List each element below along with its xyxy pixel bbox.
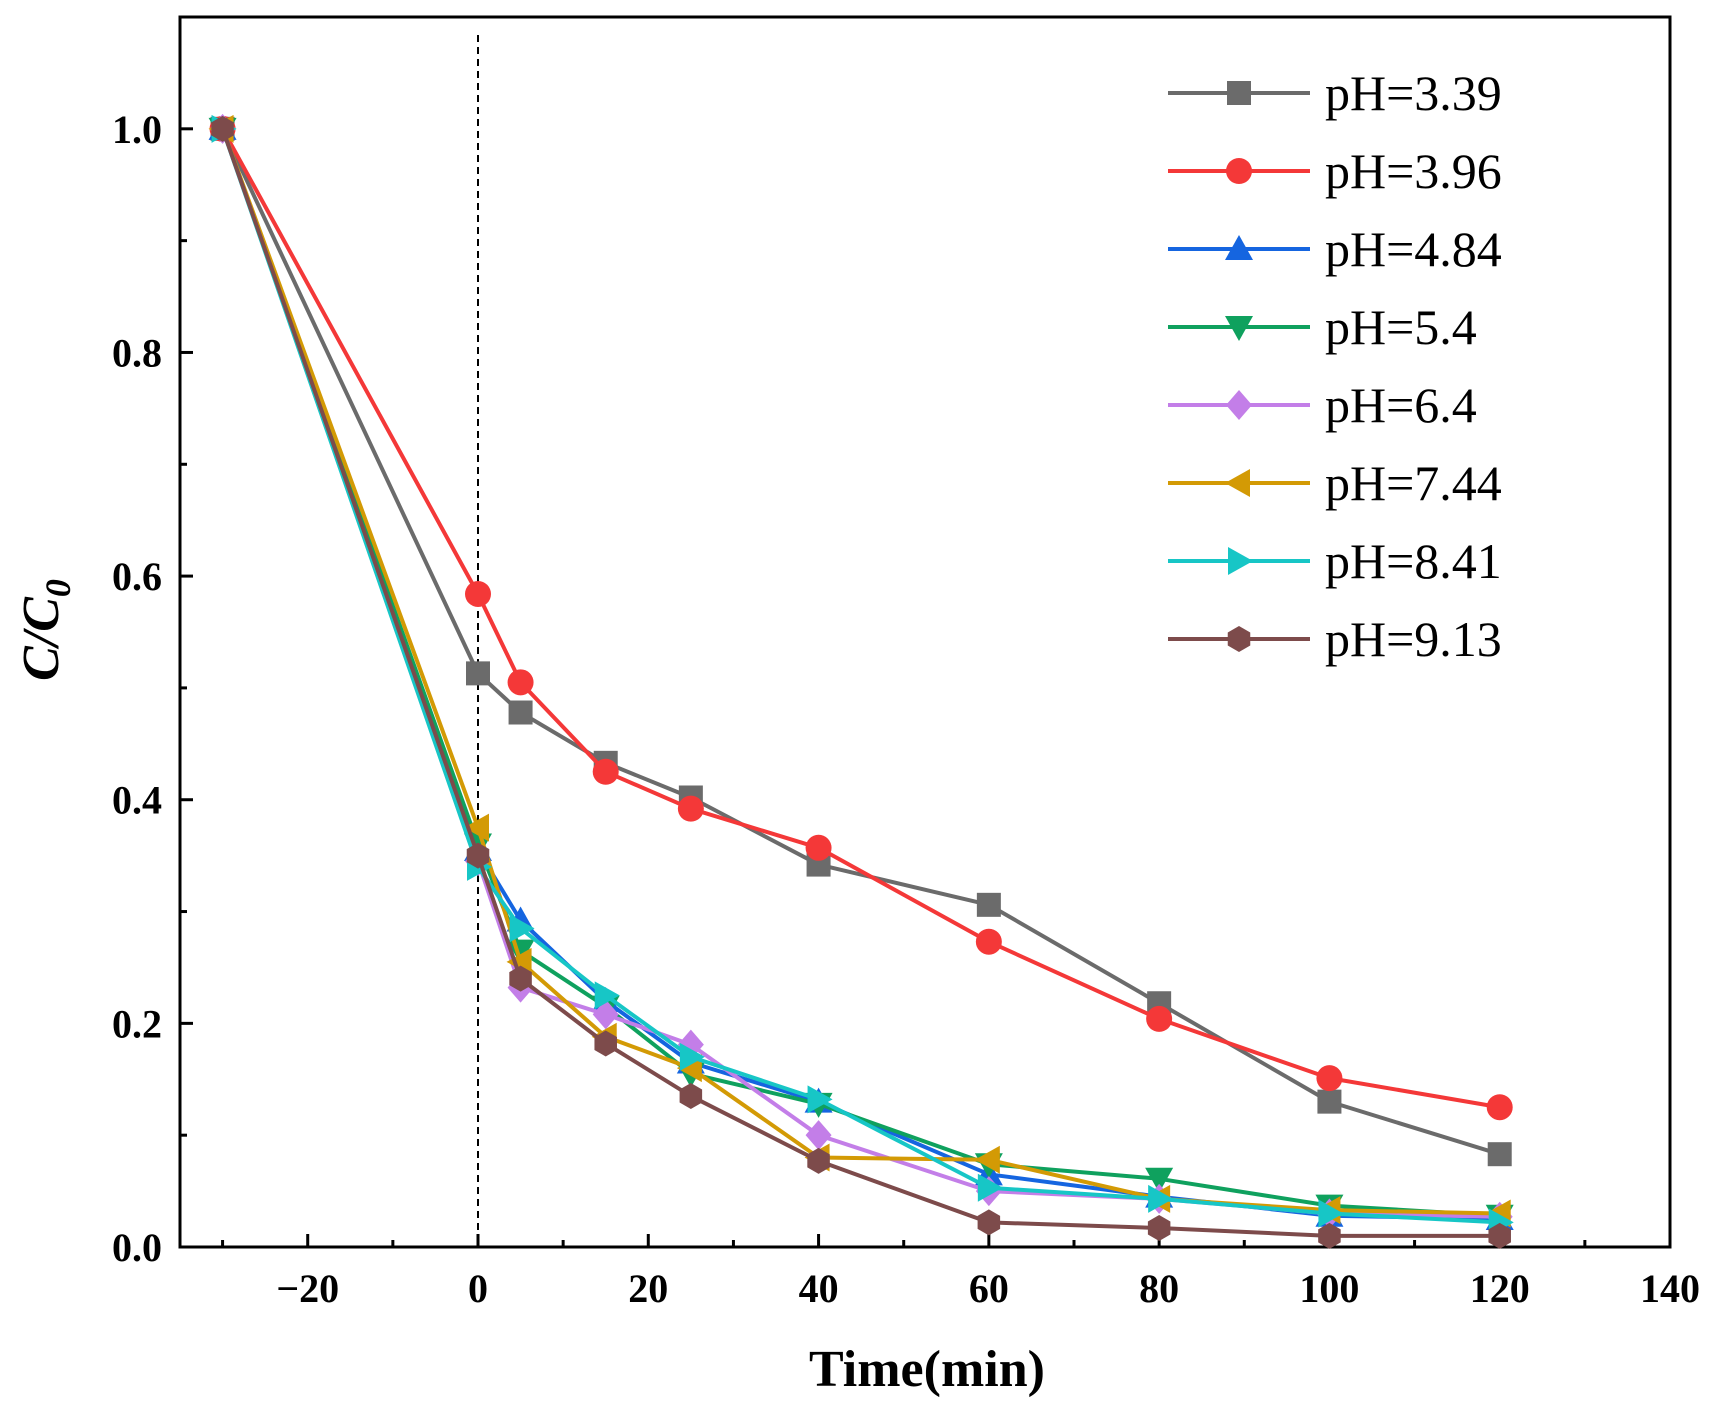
legend-label: pH=8.41 <box>1325 533 1502 589</box>
x-tick-label: 100 <box>1299 1266 1359 1311</box>
data-point <box>594 981 620 1010</box>
legend-item: pH=6.4 <box>1168 377 1477 433</box>
data-point <box>807 1147 830 1174</box>
data-point <box>1146 1005 1173 1032</box>
legend-marker <box>1228 547 1253 575</box>
data-point <box>1318 1199 1344 1228</box>
data-point <box>1145 1167 1174 1193</box>
legend-marker <box>1226 390 1252 420</box>
data-point <box>1487 1142 1512 1167</box>
x-tick-label: 120 <box>1470 1266 1530 1311</box>
data-point <box>509 965 532 992</box>
data-point <box>977 1209 1001 1236</box>
legend-item: pH=8.41 <box>1168 533 1502 589</box>
data-point <box>466 661 490 686</box>
data-point <box>1147 1214 1171 1241</box>
legend-item: pH=3.96 <box>1168 143 1502 199</box>
plot-frame <box>178 15 1672 1249</box>
data-point <box>975 928 1002 955</box>
data-point <box>679 1042 705 1071</box>
data-point <box>508 700 533 725</box>
legend-item: pH=7.44 <box>1168 455 1502 511</box>
y-tick-label: 0.8 <box>112 330 162 375</box>
data-point <box>1148 1184 1174 1213</box>
legend-marker <box>1225 235 1253 260</box>
legend-item: pH=9.13 <box>1168 611 1502 667</box>
data-point <box>974 1145 1000 1174</box>
data-point <box>807 1085 833 1114</box>
legend-item: pH=3.39 <box>1168 65 1502 121</box>
data-point <box>677 795 704 822</box>
data-point <box>1316 1065 1343 1092</box>
legend-marker <box>1227 626 1251 652</box>
data-point <box>1318 1222 1341 1249</box>
x-tick-label: 0 <box>468 1266 488 1311</box>
x-tick-label: 60 <box>969 1266 1009 1311</box>
data-point <box>464 813 489 842</box>
series-pH=6.4 <box>209 113 1513 1232</box>
series-pH=5.4 <box>208 117 1514 1230</box>
series-layer <box>208 113 1514 1249</box>
legend-marker <box>1226 158 1252 184</box>
y-tick-label: 1.0 <box>112 107 162 152</box>
x-tick-label: 80 <box>1139 1266 1179 1311</box>
legend-marker <box>1227 81 1251 105</box>
series-pH=3.96 <box>209 115 1513 1121</box>
data-point <box>507 669 534 696</box>
plot-border <box>178 15 1672 1249</box>
x-tick-label: 140 <box>1640 1266 1700 1311</box>
legend-marker <box>1225 316 1253 341</box>
data-point <box>509 914 535 943</box>
data-point <box>465 580 491 607</box>
axis-ticks: −20 0 20 40 60 80 100 120 140 0.0 0.2 0.4 0.6 0.8 1.0 <box>112 107 1700 1311</box>
x-tick-label: −20 <box>276 1266 339 1311</box>
data-point <box>805 834 832 861</box>
series-line <box>220 128 1500 1225</box>
data-point <box>977 1173 1003 1202</box>
data-point <box>592 999 619 1030</box>
data-point <box>594 1030 617 1057</box>
legend-label: pH=3.96 <box>1325 143 1502 199</box>
legend-label: pH=7.44 <box>1325 455 1502 511</box>
data-point <box>592 758 619 785</box>
legend-marker <box>1225 469 1250 497</box>
series-pH=4.84 <box>208 114 1514 1231</box>
series-line <box>220 128 1500 1238</box>
y-tick-label: 0.4 <box>112 778 162 823</box>
data-point <box>679 1083 703 1110</box>
legend-item: pH=4.84 <box>1168 221 1502 277</box>
legend-label: pH=4.84 <box>1325 221 1502 277</box>
x-axis-title: Time(min) <box>809 1341 1045 1398</box>
legend-label: pH=6.4 <box>1325 377 1477 433</box>
legend-label: pH=9.13 <box>1325 611 1502 667</box>
x-tick-label: 40 <box>799 1266 839 1311</box>
data-point <box>976 892 1001 917</box>
data-point <box>211 115 234 142</box>
series-line <box>220 127 1501 1157</box>
y-tick-label: 0.0 <box>112 1225 162 1270</box>
data-point <box>1317 1089 1342 1114</box>
data-point <box>1486 1094 1513 1121</box>
y-axis-title: C/C0 <box>13 579 78 681</box>
y-axis-title-subscript: 0 <box>38 579 78 597</box>
data-point <box>805 1120 832 1151</box>
y-tick-label: 0.6 <box>112 554 162 599</box>
x-tick-label: 20 <box>628 1266 668 1311</box>
legend-label: pH=5.4 <box>1325 299 1477 355</box>
data-point <box>1488 1222 1511 1249</box>
series-pH=8.41 <box>211 114 1514 1237</box>
series-line <box>220 127 1501 1110</box>
legend: pH=3.39 pH=3.96 pH=4.84 pH=5.4 pH=6.4 pH=7.44… <box>1168 65 1502 667</box>
legend-label: pH=3.39 <box>1325 65 1502 121</box>
series-pH=7.44 <box>208 114 1511 1228</box>
data-point <box>466 842 490 869</box>
series-pH=9.13 <box>211 115 1511 1249</box>
legend-item: pH=5.4 <box>1168 299 1477 355</box>
y-tick-label: 0.2 <box>112 1001 162 1046</box>
y-axis-title-main: C/C <box>13 596 70 681</box>
